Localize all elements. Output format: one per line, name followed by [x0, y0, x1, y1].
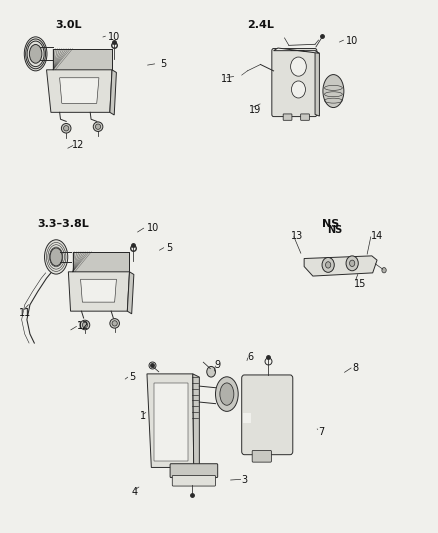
Text: 3.3–3.8L: 3.3–3.8L: [38, 219, 89, 229]
Ellipse shape: [220, 383, 234, 405]
Ellipse shape: [24, 37, 47, 71]
Polygon shape: [193, 374, 199, 471]
Text: 3: 3: [242, 475, 248, 485]
Text: 6: 6: [247, 352, 254, 362]
Ellipse shape: [80, 320, 90, 330]
Circle shape: [346, 256, 358, 271]
Polygon shape: [127, 272, 134, 314]
Text: 3.0L: 3.0L: [55, 20, 82, 30]
Ellipse shape: [323, 75, 344, 108]
Text: 4: 4: [132, 488, 138, 497]
FancyBboxPatch shape: [283, 114, 292, 120]
Text: 13: 13: [291, 231, 303, 241]
Text: 5: 5: [160, 60, 166, 69]
Polygon shape: [274, 48, 319, 53]
FancyBboxPatch shape: [242, 375, 293, 455]
FancyBboxPatch shape: [272, 49, 317, 117]
Circle shape: [325, 262, 331, 268]
Ellipse shape: [61, 124, 71, 133]
Text: NS: NS: [327, 225, 343, 236]
Text: 12: 12: [77, 321, 89, 331]
Text: 12: 12: [72, 140, 84, 150]
Polygon shape: [244, 413, 251, 423]
Ellipse shape: [93, 122, 103, 132]
Circle shape: [382, 268, 386, 273]
Circle shape: [322, 257, 334, 272]
Ellipse shape: [215, 377, 238, 411]
Polygon shape: [46, 70, 112, 112]
Ellipse shape: [29, 44, 42, 63]
Text: 7: 7: [318, 427, 325, 438]
Circle shape: [207, 367, 215, 377]
FancyBboxPatch shape: [53, 49, 112, 70]
Polygon shape: [147, 374, 194, 467]
Polygon shape: [153, 383, 187, 461]
Circle shape: [291, 81, 305, 98]
Text: 10: 10: [147, 223, 159, 233]
Text: 5: 5: [130, 372, 136, 382]
FancyBboxPatch shape: [73, 252, 130, 272]
Polygon shape: [60, 78, 99, 103]
Ellipse shape: [50, 248, 62, 266]
Text: 8: 8: [352, 362, 358, 373]
Text: 10: 10: [346, 36, 358, 45]
Text: 10: 10: [108, 32, 120, 42]
Ellipse shape: [45, 240, 68, 274]
FancyBboxPatch shape: [172, 475, 215, 486]
Polygon shape: [68, 272, 130, 311]
FancyBboxPatch shape: [300, 114, 309, 120]
Ellipse shape: [95, 124, 101, 130]
FancyBboxPatch shape: [170, 464, 218, 478]
Text: 1: 1: [140, 411, 146, 422]
Text: NS: NS: [321, 219, 339, 229]
Polygon shape: [304, 256, 377, 276]
Polygon shape: [315, 51, 319, 116]
Text: 19: 19: [249, 104, 261, 115]
Text: 5: 5: [166, 243, 173, 253]
Ellipse shape: [112, 321, 117, 326]
Circle shape: [350, 260, 355, 266]
Circle shape: [290, 57, 306, 76]
Ellipse shape: [64, 126, 69, 131]
FancyBboxPatch shape: [252, 450, 272, 462]
Text: 11: 11: [19, 308, 31, 318]
Text: 15: 15: [353, 279, 366, 288]
Polygon shape: [81, 279, 117, 302]
Ellipse shape: [110, 319, 120, 328]
Text: 14: 14: [371, 231, 383, 241]
Text: 11: 11: [221, 75, 233, 84]
Polygon shape: [110, 70, 117, 115]
Ellipse shape: [82, 322, 88, 328]
Text: 9: 9: [215, 360, 221, 370]
Text: 2.4L: 2.4L: [247, 20, 274, 30]
